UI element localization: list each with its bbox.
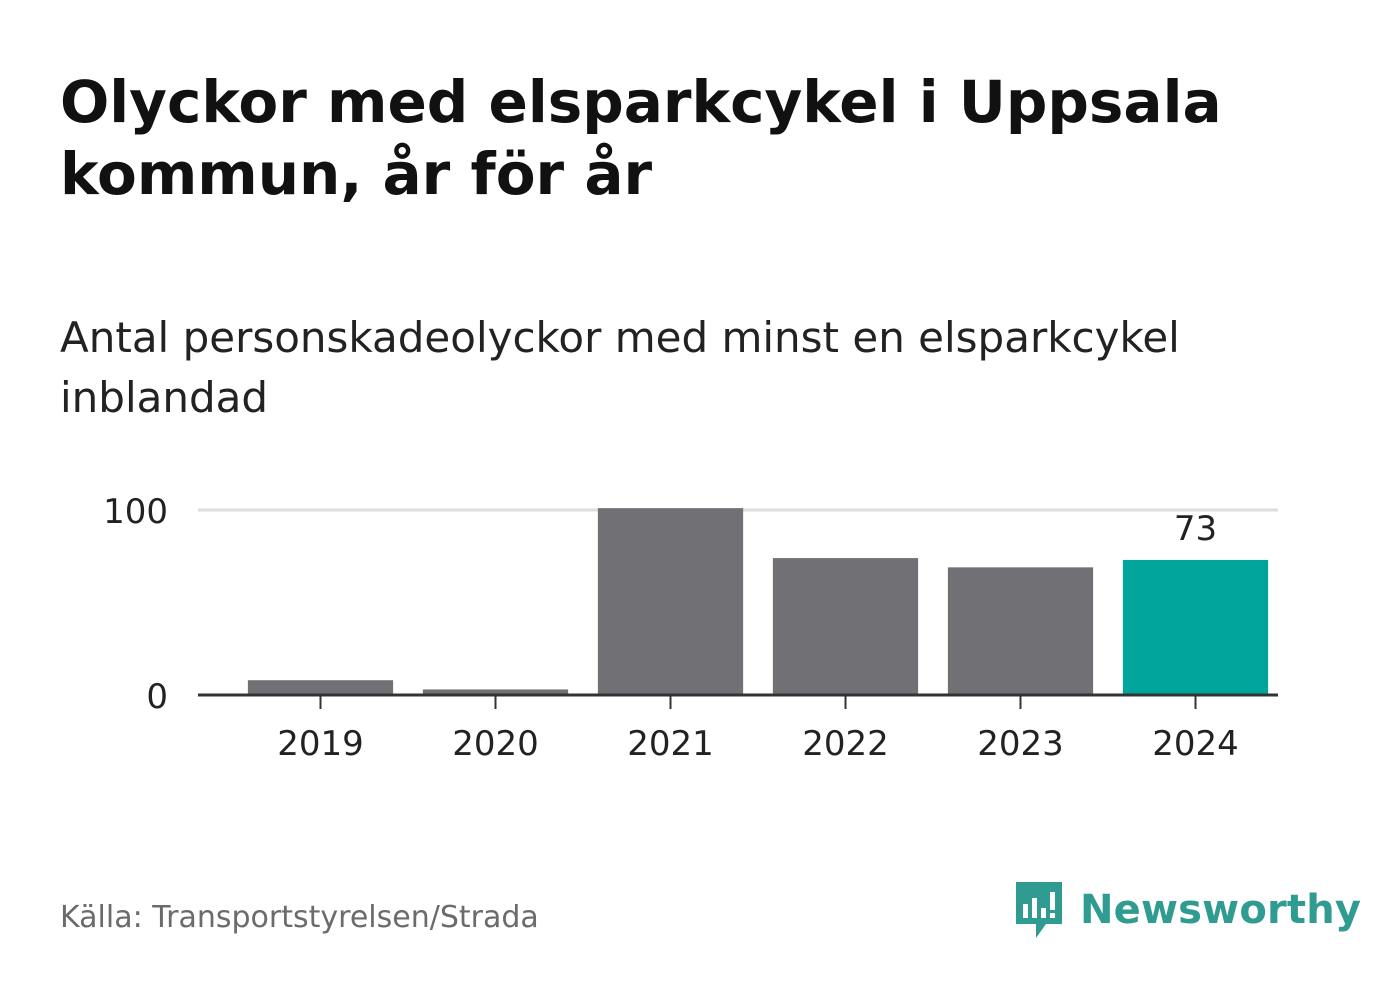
source-note: Källa: Transportstyrelsen/Strada	[60, 900, 539, 935]
bar-chart: 0 100 2019 2020 2021 2022 2023 2024 73	[103, 492, 1278, 764]
x-tick-label: 2019	[277, 724, 364, 764]
bar-2020	[422, 689, 569, 695]
brand-name: Newsworthy	[1080, 887, 1362, 933]
chart-title: Olyckor med elsparkcykel i Uppsala kommu…	[60, 68, 1222, 208]
bar-2024	[1122, 559, 1269, 695]
x-tick-label: 2021	[627, 724, 714, 764]
newsworthy-logo-icon	[1016, 882, 1062, 938]
x-tick-label: 2024	[1152, 724, 1239, 764]
y-tick-label: 0	[146, 677, 168, 717]
bar-2019	[247, 680, 394, 695]
y-tick-label: 100	[103, 492, 168, 532]
bar-2022	[772, 558, 919, 695]
x-tick-label: 2022	[802, 724, 889, 764]
bars	[247, 508, 1269, 695]
x-tick-label: 2020	[452, 724, 539, 764]
chart-subtitle: Antal personskadeolyckor med minst en el…	[60, 313, 1180, 422]
brand-logo: Newsworthy	[1012, 880, 1361, 940]
labels: 0 100 2019 2020 2021 2022 2023 2024 73	[103, 492, 1239, 764]
bar-2023	[947, 567, 1094, 695]
x-tick-label: 2023	[977, 724, 1064, 764]
data-label: 73	[1174, 509, 1217, 549]
bar-2021	[597, 508, 744, 695]
x-axis	[198, 693, 1278, 709]
